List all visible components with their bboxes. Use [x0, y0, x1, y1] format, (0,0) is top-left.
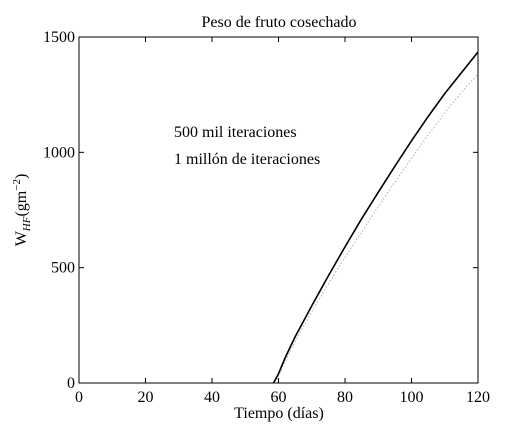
x-tick-label: 80: [337, 389, 353, 406]
legend-entry-2: 1 millón de iteraciones: [174, 151, 320, 168]
series-lines: [272, 51, 479, 384]
y-axis-label-unit-close: ): [13, 174, 30, 179]
plot-area-frame: [78, 36, 479, 384]
y-tick-label: 1500: [43, 29, 75, 46]
series-line-1: [272, 51, 479, 384]
y-axis-label: WHF(gm−2): [11, 174, 33, 247]
x-axis: 0 20 40 60 80 100 120: [75, 37, 490, 406]
series-line-2: [274, 73, 479, 384]
y-axis-label-main: W: [13, 230, 30, 246]
y-axis-label-subscript: HF: [21, 216, 33, 232]
y-axis-label-unit-open: (gm: [13, 190, 30, 216]
x-tick-label: 100: [400, 389, 424, 406]
y-axis: 0 500 1000 1500: [43, 29, 478, 392]
x-tick-label: 120: [466, 389, 490, 406]
legend: 500 mil iteraciones 1 millón de iteracion…: [174, 124, 320, 168]
y-tick-label: 500: [51, 260, 75, 277]
chart-title: Peso de fruto cosechado: [201, 14, 356, 31]
y-axis-label-unit-sup: −2: [11, 179, 23, 191]
x-tick-label: 60: [271, 389, 287, 406]
x-axis-label: Tiempo (días): [234, 405, 324, 422]
legend-entry-1: 500 mil iteraciones: [174, 124, 297, 141]
x-tick-label: 0: [75, 389, 83, 406]
y-tick-label: 1000: [43, 144, 75, 161]
x-tick-label: 40: [204, 389, 220, 406]
x-tick-label: 20: [138, 389, 154, 406]
y-tick-label: 0: [67, 375, 75, 392]
